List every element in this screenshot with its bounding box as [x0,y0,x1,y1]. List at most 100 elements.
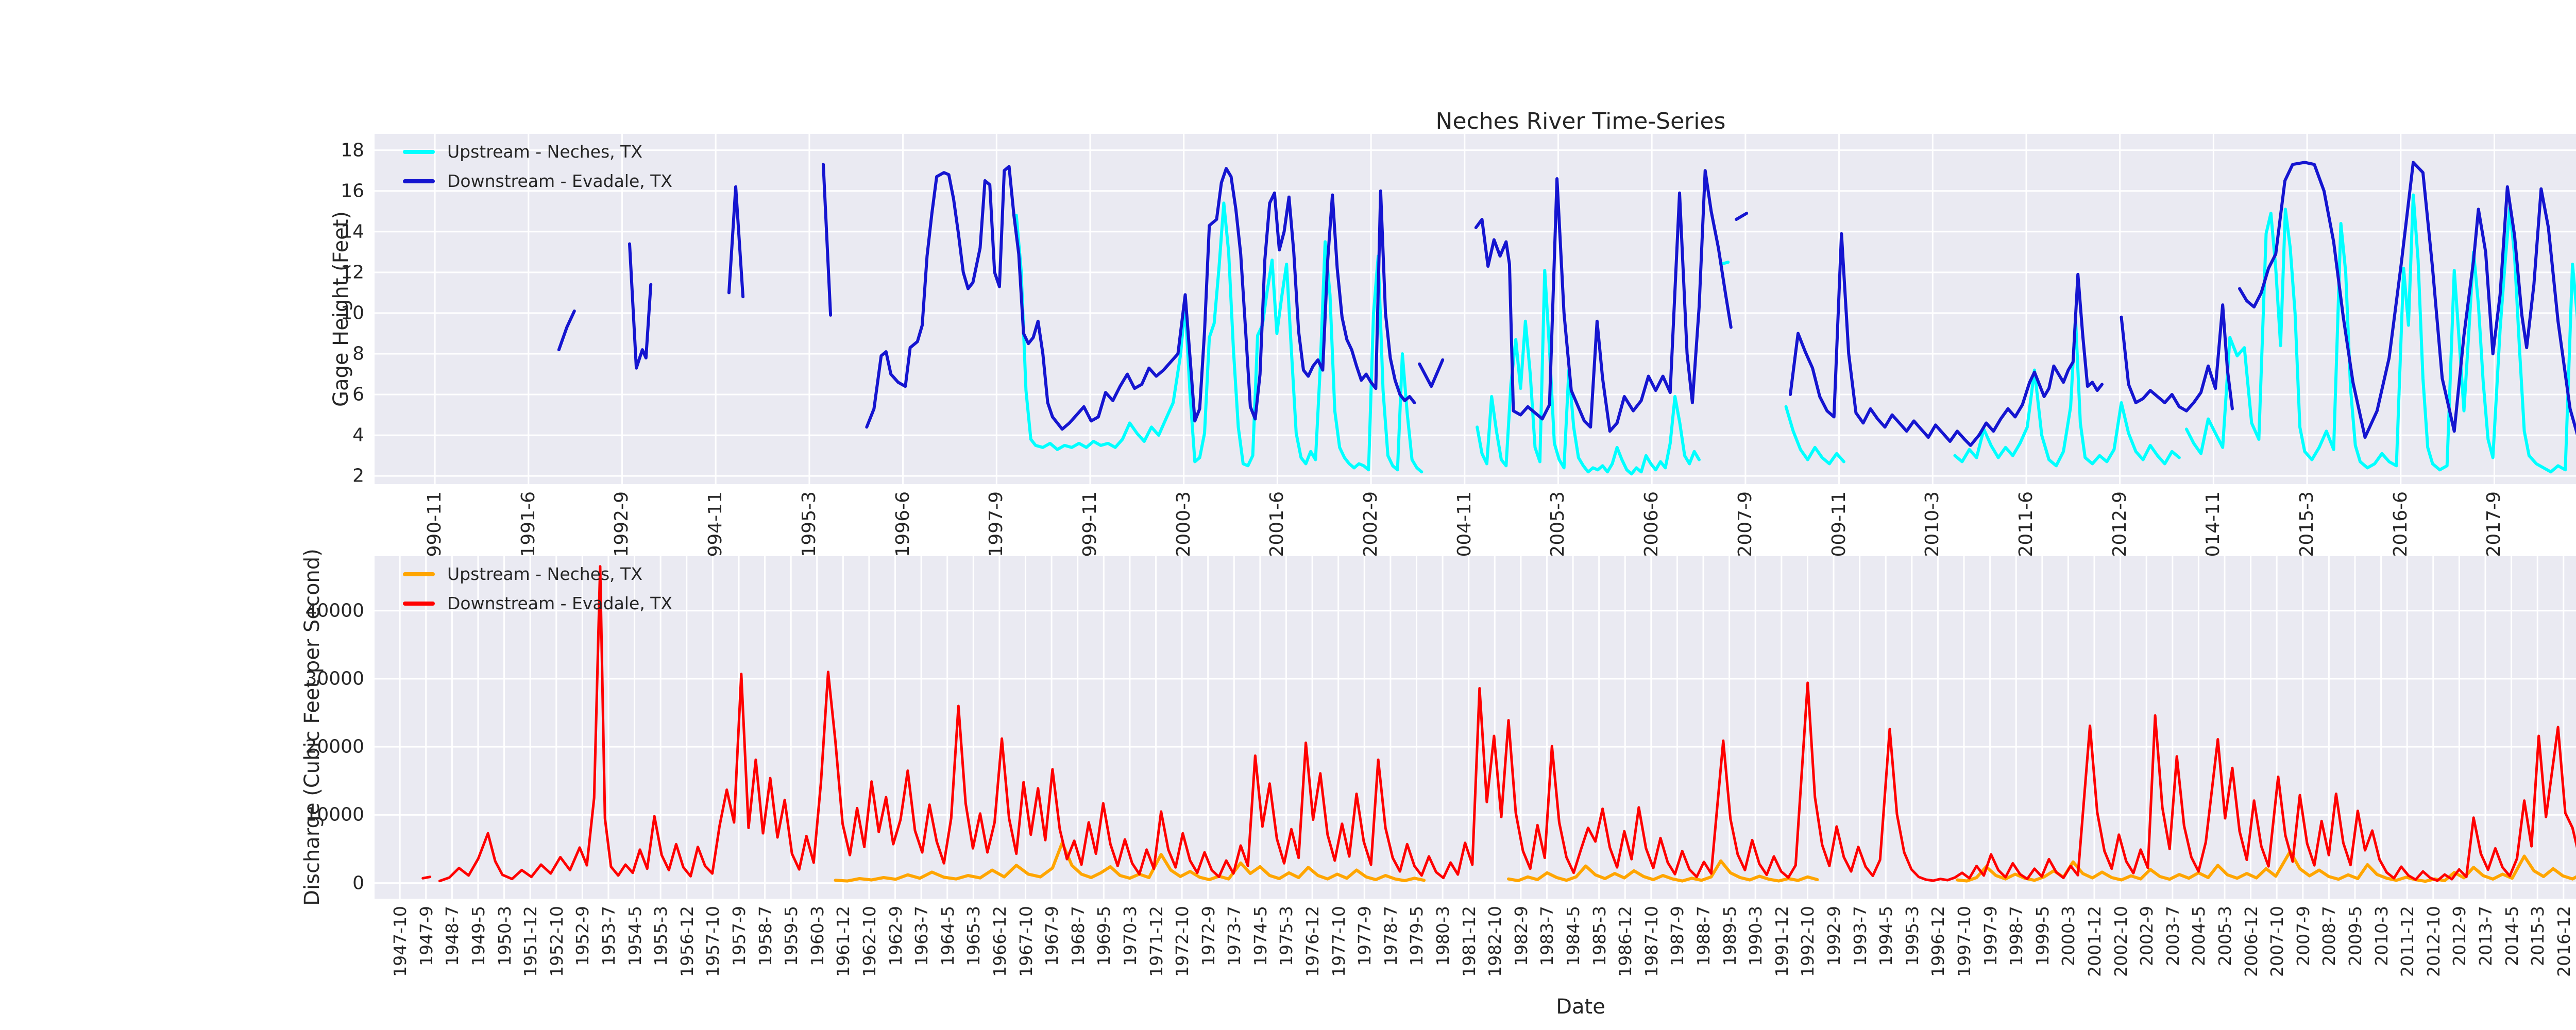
x-tick-label: 1957-9 [728,906,749,966]
x-tick-label: 2007-9 [2293,906,2313,966]
x-tick-label: 1992-9 [611,491,633,557]
y-tick-label: 10000 [305,804,364,826]
series-line [557,310,576,352]
x-tick-label: 1989-5 [1719,906,1740,966]
x-tick-label: 2010-3 [1922,491,1943,557]
y-tick-label: 6 [352,384,364,405]
x-tick-label: 1954-5 [624,906,645,966]
x-tick-label: 2016-12 [2553,906,2574,977]
y-tick-label: 0 [352,872,364,894]
x-tick-label: 1962-10 [859,906,879,977]
x-tick-label: 1974-5 [1250,906,1270,966]
legend-entry-downstream: Downstream - Evadale, TX [403,166,672,196]
x-tick-label: 2008-7 [2319,906,2340,966]
series-line [1474,169,1733,433]
x-tick-label: 2004-5 [2189,906,2209,966]
series-line [865,165,1416,431]
series-line [2238,161,2576,439]
x-tick-label: 1988-7 [1693,906,1714,966]
x-tick-label: 1959-5 [781,906,802,966]
series-line [822,163,833,317]
x-tick-label: 1951-12 [520,906,541,977]
x-tick-label: 1960-3 [807,906,827,966]
x-tick-label: 2017-9 [2483,491,2505,557]
x-tick-label: 1967-10 [1015,906,1036,977]
series-line [438,565,2576,883]
x-tick-label: 1978-7 [1380,906,1401,966]
x-tick-label: 1992-10 [1798,906,1818,977]
series-line [2184,193,2576,474]
x-tick-label: 1961-12 [833,906,854,977]
gage-height-chart: 2 4 6 8 10 12 14 16 18 1990-11 1991-6 1992-9 1994-1… [341,134,2576,569]
y-tick-label: 12 [341,262,364,283]
x-tick-label: 1994-5 [1876,906,1896,966]
gage-height-legend: Upstream - Neches, TX Downstream - Evada… [403,137,672,196]
x-tick-label: 1987-9 [1667,906,1688,966]
x-tick-label: 2007-10 [2267,906,2287,977]
x-tick-label: 1975-3 [1276,906,1297,966]
gage-height-plot-lines [375,134,2576,484]
discharge-x-axis: 1947-10 1947-9 1948-7 1949-5 1950-3 1951-12 19… [375,899,2576,1002]
x-tick-label: 1962-9 [885,906,906,966]
y-tick-label: 4 [352,424,364,446]
series-line [421,876,432,880]
series-line [1418,358,1445,388]
x-tick-label: 1997-10 [1954,906,1975,977]
x-tick-label: 2010-3 [2371,906,2392,966]
x-tick-label: 1973-7 [1224,906,1245,966]
x-tick-label: 1985-3 [1589,906,1609,966]
x-tick-label: 1990-3 [1745,906,1766,966]
y-tick-label: 18 [341,140,364,161]
x-tick-label: 1997-9 [1980,906,2001,966]
downstream-line-swatch [403,179,435,183]
x-tick-label: 2005-3 [1547,491,1569,557]
x-tick-label: 1992-9 [1824,906,1844,966]
upstream-line-swatch [403,149,435,154]
x-tick-label: 1991-6 [517,491,539,557]
discharge-y-axis: 0 10000 20000 30000 40000 [292,556,364,899]
x-tick-label: 1966-12 [989,906,1010,977]
legend-label-downstream: Downstream - Evadale, TX [447,171,673,191]
series-line [727,185,745,299]
x-tick-label: 1993-7 [1850,906,1870,966]
x-axis-label-date: Date [1556,995,1605,1019]
x-tick-label: 1972-10 [1172,906,1193,977]
x-tick-label: 1956-12 [676,906,697,977]
x-tick-label: 1968-7 [1067,906,1088,966]
x-tick-label: 1998-7 [2006,906,2027,966]
y-tick-label: 2 [352,465,364,487]
x-tick-label: 2002-10 [2110,906,2131,977]
x-tick-label: 1950-3 [494,906,515,966]
x-tick-label: 1977-10 [1328,906,1349,977]
figure-title: Neches River Time-Series [1435,108,1726,134]
discharge-plot-area [375,556,2576,899]
x-tick-label: 1982-9 [1511,906,1531,966]
x-tick-label: 1982-10 [1485,906,1505,977]
y-tick-label: 30000 [305,668,364,690]
x-tick-label: 1987-10 [1641,906,1662,977]
x-tick-label: 1947-9 [416,906,436,966]
series-line [1953,315,2181,468]
downstream-line-swatch [403,601,435,606]
x-tick-label: 1947-10 [390,906,411,977]
x-tick-label: 2001-6 [1266,491,1288,557]
x-tick-label: 2009-5 [2345,906,2365,966]
series-line [1784,405,1845,466]
series-line [1735,212,1749,221]
x-tick-label: 2016-6 [2389,491,2411,557]
x-tick-label: 1996-12 [1928,906,1948,977]
x-tick-label: 1995-3 [1902,906,1922,966]
x-tick-label: 2000-3 [1173,491,1194,557]
x-tick-label: 2006-6 [1641,491,1663,557]
series-line [1789,232,2104,447]
x-tick-label: 1995-3 [798,491,820,557]
x-tick-label: 1991-12 [1771,906,1792,977]
x-tick-label: 2001-12 [2084,906,2105,977]
x-tick-label: 2006-12 [2241,906,2261,977]
x-tick-label: 1977-9 [1354,906,1375,966]
gage-height-y-axis: 2 4 6 8 10 12 14 16 18 [292,134,364,487]
y-tick-label: 40000 [305,600,364,622]
x-tick-label: 1979-5 [1406,906,1427,966]
x-tick-label: 2012-10 [2423,906,2444,977]
discharge-plot-lines [375,556,2576,899]
